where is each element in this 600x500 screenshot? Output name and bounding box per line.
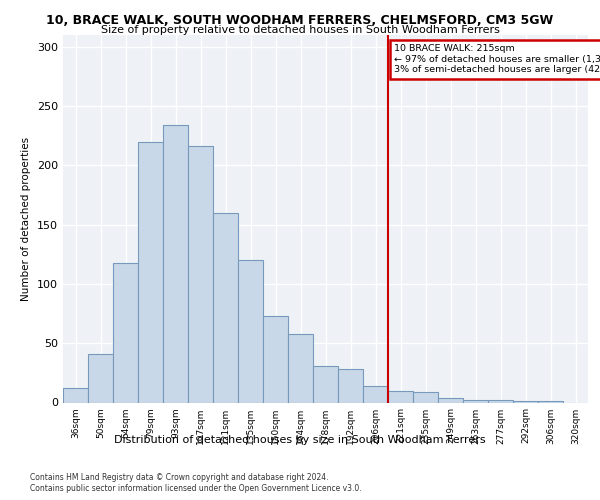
Text: Size of property relative to detached houses in South Woodham Ferrers: Size of property relative to detached ho… <box>101 25 499 35</box>
Text: Contains HM Land Registry data © Crown copyright and database right 2024.: Contains HM Land Registry data © Crown c… <box>30 472 329 482</box>
Bar <box>388 390 413 402</box>
Text: Contains public sector information licensed under the Open Government Licence v3: Contains public sector information licen… <box>30 484 362 493</box>
Bar <box>488 400 513 402</box>
Text: 10 BRACE WALK: 215sqm
← 97% of detached houses are smaller (1,311)
3% of semi-de: 10 BRACE WALK: 215sqm ← 97% of detached … <box>394 44 600 74</box>
Bar <box>213 213 238 402</box>
Bar <box>238 260 263 402</box>
Bar <box>138 142 163 402</box>
Bar <box>88 354 113 403</box>
Bar <box>163 125 188 402</box>
Text: 10, BRACE WALK, SOUTH WOODHAM FERRERS, CHELMSFORD, CM3 5GW: 10, BRACE WALK, SOUTH WOODHAM FERRERS, C… <box>46 14 554 27</box>
Bar <box>413 392 438 402</box>
Bar <box>113 262 138 402</box>
Bar <box>363 386 388 402</box>
Bar <box>338 370 363 402</box>
Bar <box>63 388 88 402</box>
Text: Distribution of detached houses by size in South Woodham Ferrers: Distribution of detached houses by size … <box>114 435 486 445</box>
Y-axis label: Number of detached properties: Number of detached properties <box>22 136 31 301</box>
Bar <box>288 334 313 402</box>
Bar <box>263 316 288 402</box>
Bar <box>438 398 463 402</box>
Bar <box>313 366 338 403</box>
Bar <box>188 146 213 402</box>
Bar <box>463 400 488 402</box>
